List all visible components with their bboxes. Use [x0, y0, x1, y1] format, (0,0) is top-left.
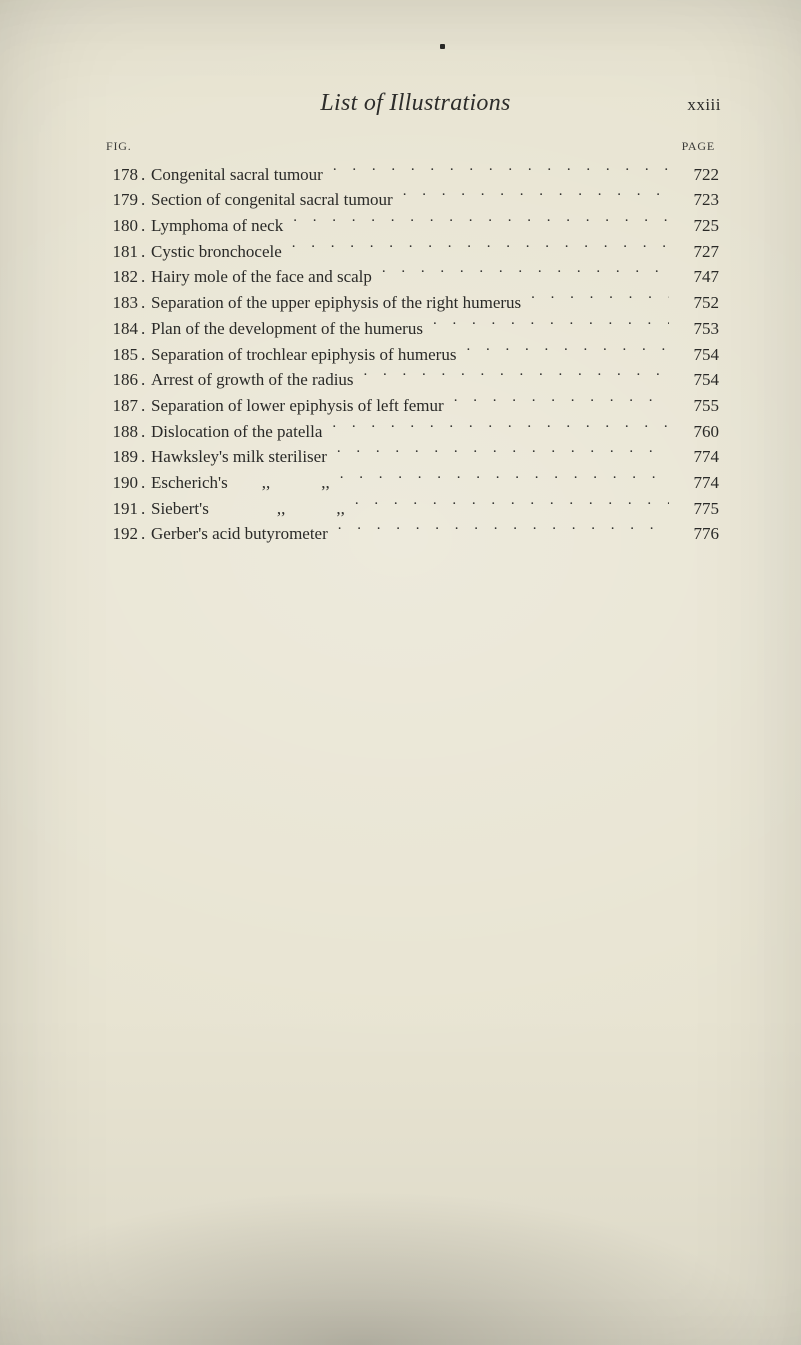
figure-number-stop: .: [141, 187, 151, 212]
column-heads: FIG. PAGE: [100, 139, 731, 155]
list-item: 189.Hawksley's milk steriliser 774: [100, 444, 731, 470]
entry-page: 775: [675, 496, 731, 521]
entry-title: Escherich's ,, ,,: [151, 470, 334, 495]
stray-mark: [440, 44, 445, 49]
dot-leader: [403, 187, 669, 206]
list-item: 179.Section of congenital sacral tumour 7…: [100, 187, 731, 213]
entry-page: 760: [675, 419, 731, 444]
entry-page: 754: [675, 342, 731, 367]
figure-number-stop: .: [141, 290, 151, 315]
figure-number: 189: [100, 444, 141, 469]
scanned-page: List of Illustrations xxiii FIG. PAGE 17…: [0, 0, 801, 1345]
entry-title: Siebert's ,, ,,: [151, 496, 349, 521]
entry-page: 747: [675, 264, 731, 289]
figure-number-stop: .: [141, 316, 151, 341]
figure-number-stop: .: [141, 496, 151, 521]
dot-leader: [338, 521, 669, 540]
dot-leader: [333, 161, 669, 180]
column-head-page: PAGE: [682, 139, 715, 154]
dot-leader: [454, 392, 669, 411]
list-item: 186.Arrest of growth of the radius 754: [100, 367, 731, 393]
list-item: 184.Plan of the development of the humer…: [100, 315, 731, 341]
figure-number: 184: [100, 316, 141, 341]
figure-number-stop: .: [141, 470, 151, 495]
illustration-list: 178.Congenital sacral tumour722179.Secti…: [100, 161, 731, 546]
entry-page: 776: [675, 521, 731, 546]
dot-leader: [293, 212, 669, 231]
dot-leader: [382, 264, 669, 283]
figure-number: 179: [100, 187, 141, 212]
entry-title: Hawksley's milk steriliser: [151, 444, 331, 469]
entry-page: 753: [675, 316, 731, 341]
entry-page: 774: [675, 470, 731, 495]
dot-leader: [364, 367, 669, 386]
entry-page: 725: [675, 213, 731, 238]
entry-title: Separation of trochlear epiphysis of hum…: [151, 342, 460, 367]
entry-title: Cystic bronchocele: [151, 239, 286, 264]
list-item: 178.Congenital sacral tumour 722: [100, 161, 731, 187]
dot-leader: [433, 315, 669, 334]
entry-page: 755: [675, 393, 731, 418]
list-item: 180.Lymphoma of neck 725: [100, 212, 731, 238]
entry-title: Gerber's acid butyrometer: [151, 521, 332, 546]
entry-title: Hairy mole of the face and scalp: [151, 264, 376, 289]
entry-title: Dislocation of the patella: [151, 419, 326, 444]
dot-leader: [332, 418, 669, 437]
dot-leader: [340, 469, 669, 488]
dot-leader: [292, 238, 669, 257]
figure-number-stop: .: [141, 367, 151, 392]
figure-number: 186: [100, 367, 141, 392]
list-item: 192.Gerber's acid butyrometer 776: [100, 521, 731, 547]
entry-title: Section of congenital sacral tumour: [151, 187, 397, 212]
entry-title: Lymphoma of neck: [151, 213, 287, 238]
list-item: 187.Separation of lower epiphysis of lef…: [100, 392, 731, 418]
list-item: 183.Separation of the upper epiphysis of…: [100, 289, 731, 315]
figure-number-stop: .: [141, 444, 151, 469]
list-item: 190.Escherich's ,, ,, 774: [100, 469, 731, 495]
figure-number: 188: [100, 419, 141, 444]
folio-number: xxiii: [687, 95, 721, 115]
figure-number-stop: .: [141, 393, 151, 418]
list-item: 191.Siebert's ,, ,, 775: [100, 495, 731, 521]
list-item: 185.Separation of trochlear epiphysis of…: [100, 341, 731, 367]
figure-number: 183: [100, 290, 141, 315]
dot-leader: [337, 444, 669, 463]
figure-number-stop: .: [141, 419, 151, 444]
figure-number-stop: .: [141, 342, 151, 367]
entry-title: Plan of the development of the humerus: [151, 316, 427, 341]
entry-page: 774: [675, 444, 731, 469]
figure-number: 178: [100, 162, 141, 187]
entry-title: Arrest of growth of the radius: [151, 367, 358, 392]
entry-title: Separation of lower epiphysis of left fe…: [151, 393, 448, 418]
entry-page: 722: [675, 162, 731, 187]
running-header: List of Illustrations xxiii: [100, 90, 731, 117]
list-item: 182.Hairy mole of the face and scalp 747: [100, 264, 731, 290]
figure-number-stop: .: [141, 521, 151, 546]
dot-leader: [466, 341, 669, 360]
figure-number: 181: [100, 239, 141, 264]
figure-number: 187: [100, 393, 141, 418]
figure-number: 185: [100, 342, 141, 367]
list-item: 188.Dislocation of the patella 760: [100, 418, 731, 444]
figure-number: 182: [100, 264, 141, 289]
entry-page: 752: [675, 290, 731, 315]
page-title: List of Illustrations: [100, 90, 731, 117]
figure-number-stop: .: [141, 213, 151, 238]
entry-page: 727: [675, 239, 731, 264]
entry-title: Separation of the upper epiphysis of the…: [151, 290, 525, 315]
figure-number-stop: .: [141, 239, 151, 264]
figure-number-stop: .: [141, 162, 151, 187]
list-item: 181.Cystic bronchocele 727: [100, 238, 731, 264]
dot-leader: [531, 289, 669, 308]
figure-number: 192: [100, 521, 141, 546]
entry-title: Congenital sacral tumour: [151, 162, 327, 187]
figure-number: 190: [100, 470, 141, 495]
dot-leader: [355, 495, 669, 514]
entry-page: 754: [675, 367, 731, 392]
entry-page: 723: [675, 187, 731, 212]
column-head-fig: FIG.: [106, 139, 132, 154]
figure-number: 180: [100, 213, 141, 238]
figure-number-stop: .: [141, 264, 151, 289]
figure-number: 191: [100, 496, 141, 521]
